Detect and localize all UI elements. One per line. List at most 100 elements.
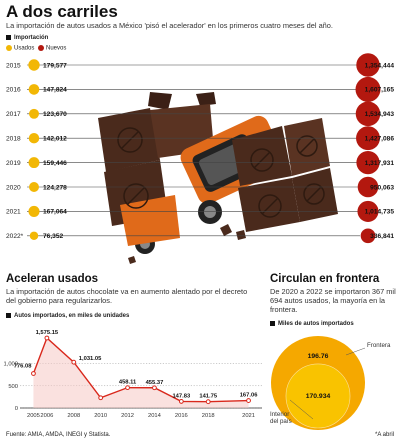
main-title: A dos carriles <box>6 2 118 21</box>
usados-value-label: 147,824 <box>43 87 67 94</box>
usados-value-label: 76,352 <box>43 233 64 240</box>
usados-value-label: 159,446 <box>43 160 67 167</box>
y-tick-label: 1,000 <box>3 362 18 368</box>
usados-circle <box>29 108 39 119</box>
donut-legend: Miles de autos importados <box>270 321 354 328</box>
usados-circle <box>28 132 40 144</box>
data-point <box>246 398 251 403</box>
footnote: *A abril <box>374 432 394 438</box>
usados-circle <box>28 59 40 71</box>
nuevos-circle <box>356 126 380 151</box>
nuevos-value-label: 1,534,943 <box>365 111 395 118</box>
source-note: Fuente: AMIA, AMDA, INEGI y Statista. <box>6 432 111 438</box>
data-point <box>98 395 104 401</box>
legend-usados-text: Usados <box>14 45 35 52</box>
usados-circle <box>28 205 40 217</box>
donut-title: Circulan en frontera <box>270 273 380 285</box>
frontera-leader-line <box>345 347 366 356</box>
interior-leader-line <box>289 399 314 420</box>
nuevos-value-label: 336,841 <box>370 233 394 240</box>
x-tick-label: 2021 <box>242 413 255 419</box>
usados-value-label: 179,577 <box>43 62 67 69</box>
frontera-label: Frontera <box>367 342 391 349</box>
usados-value-label: 124,278 <box>43 184 67 191</box>
year-label: 2020 <box>6 184 21 191</box>
line-area <box>33 337 249 408</box>
nuevos-circle <box>356 53 380 77</box>
usados-circle <box>28 157 40 169</box>
legend-usados: Usados <box>6 45 34 53</box>
year-label: 2015 <box>6 62 21 69</box>
nuevos-circle <box>356 151 380 175</box>
point-value-label: 167.06 <box>240 393 259 399</box>
data-point <box>44 335 50 341</box>
year-label: 2018 <box>6 136 21 143</box>
year-label: 2019 <box>6 160 21 167</box>
point-value-label: 458.11 <box>119 380 137 386</box>
year-label: 2017 <box>6 111 21 118</box>
data-point <box>178 399 184 404</box>
line-chart-title: Aceleran usados <box>6 273 99 285</box>
import-bars-chart: 2015 179,577 1,354,444 2016 147,824 1,607,165… <box>6 53 395 264</box>
point-value-label: 147.83 <box>172 393 191 399</box>
nuevos-value-label: 950,063 <box>370 184 394 191</box>
x-tick-label: 2010 <box>94 413 107 419</box>
frontera-value-label: 196.76 <box>308 353 329 360</box>
year-label: 2022* <box>6 233 24 240</box>
x-tick-label: 2008 <box>67 413 80 419</box>
x-tick-label: 2018 <box>202 413 215 419</box>
usados-value-label: 167,064 <box>43 209 67 216</box>
line-chart-legend: Autos importados, en miles de unidades <box>6 313 129 320</box>
interior-label: Interior <box>270 411 289 418</box>
line-chart-legend-text: Autos importados, en miles de unidades <box>14 313 130 320</box>
x-tick-label: 2006 <box>40 413 53 419</box>
legend-title-text: Importación <box>14 35 49 42</box>
car-illustration <box>98 92 338 264</box>
usados-value-label: 142,012 <box>43 136 67 143</box>
data-point <box>205 399 211 405</box>
legend-nuevos: Nuevos <box>38 45 66 53</box>
usados-circle <box>28 84 40 95</box>
nuevos-value-label: 1,427,086 <box>365 136 395 143</box>
nuevos-value-label: 1,607,165 <box>365 87 395 94</box>
nuevos-circle <box>357 200 379 222</box>
point-value-label: 455.37 <box>146 380 164 386</box>
x-tick-label: 2016 <box>175 413 188 419</box>
legend-nuevos-text: Nuevos <box>46 45 67 52</box>
y-tick-label: 500 <box>8 384 18 390</box>
point-value-label: 1,575.15 <box>36 330 59 336</box>
interior-circle <box>285 363 351 429</box>
nuevos-circle <box>357 176 379 198</box>
main-subtitle: La importación de autos usados a México … <box>6 21 333 30</box>
nuevos-circle <box>355 101 381 127</box>
nuevos-value-label: 1,014,735 <box>365 209 395 216</box>
nuevos-value-label: 1,354,444 <box>365 62 395 69</box>
usados-dot-icon <box>6 45 12 51</box>
data-point <box>152 385 157 391</box>
donut-description: De 2020 a 2022 se importaron 367 mil 694… <box>270 287 396 314</box>
used-imports-line-chart: 1,000 500 0 776.08 1,575.15 1,031.05 458.11 455… <box>3 330 262 419</box>
year-label: 2016 <box>6 87 21 94</box>
data-point <box>125 385 130 391</box>
donut-legend-text: Miles de autos importados <box>278 321 354 328</box>
data-point <box>71 359 77 365</box>
legend-square-icon <box>6 35 11 40</box>
point-value-label: 776.08 <box>14 364 33 370</box>
line-chart-description: La importación de autos chocolate va en … <box>6 287 248 305</box>
x-tick-label: 2014 <box>148 413 162 419</box>
nuevos-value-label: 1,317,931 <box>365 160 395 167</box>
x-tick-label: 2012 <box>121 413 134 419</box>
point-value-label: 141.75 <box>199 394 218 400</box>
nuevos-circle <box>355 76 381 102</box>
year-label: 2021 <box>6 209 21 216</box>
nuevos-dot-icon <box>38 45 44 51</box>
usados-circle <box>29 182 39 192</box>
interior-label: del país <box>270 418 292 425</box>
legend-title: Importación <box>6 35 48 42</box>
legend-square-icon <box>6 313 11 318</box>
interior-value-label: 170.934 <box>306 393 331 400</box>
nuevos-circle <box>360 228 376 244</box>
usados-circle <box>29 231 39 241</box>
